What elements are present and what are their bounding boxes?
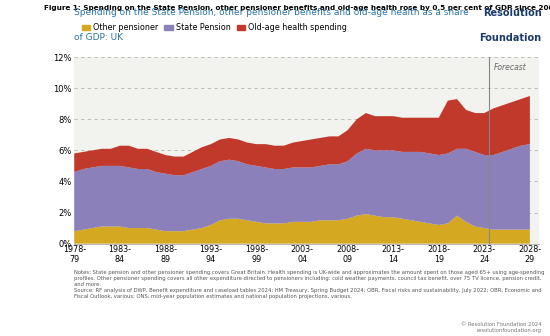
Text: Election 2024: Election 2024 xyxy=(15,94,26,169)
Text: of GDP: UK: of GDP: UK xyxy=(74,33,123,42)
Text: © Resolution Foundation 2024
resolutionfoundation.org: © Resolution Foundation 2024 resolutionf… xyxy=(461,322,542,333)
Text: Resolution: Resolution xyxy=(483,8,542,18)
Legend: Other pensioner, State Pension, Old-age health spending: Other pensioner, State Pension, Old-age … xyxy=(78,20,350,36)
Text: Foundation: Foundation xyxy=(480,33,542,43)
Text: Figure 1: Spending on the State Pension, other pensioner benefits and old-age he: Figure 1: Spending on the State Pension,… xyxy=(44,5,550,11)
Text: Notes: State pension and other pensioner spending covers Great Britain. Health s: Notes: State pension and other pensioner… xyxy=(74,270,544,299)
Text: Spending on the State Pension, other pensioner benefits and old-age health as a : Spending on the State Pension, other pen… xyxy=(74,8,469,17)
Text: Forecast: Forecast xyxy=(493,64,526,72)
Text: ☑: ☑ xyxy=(15,24,26,34)
